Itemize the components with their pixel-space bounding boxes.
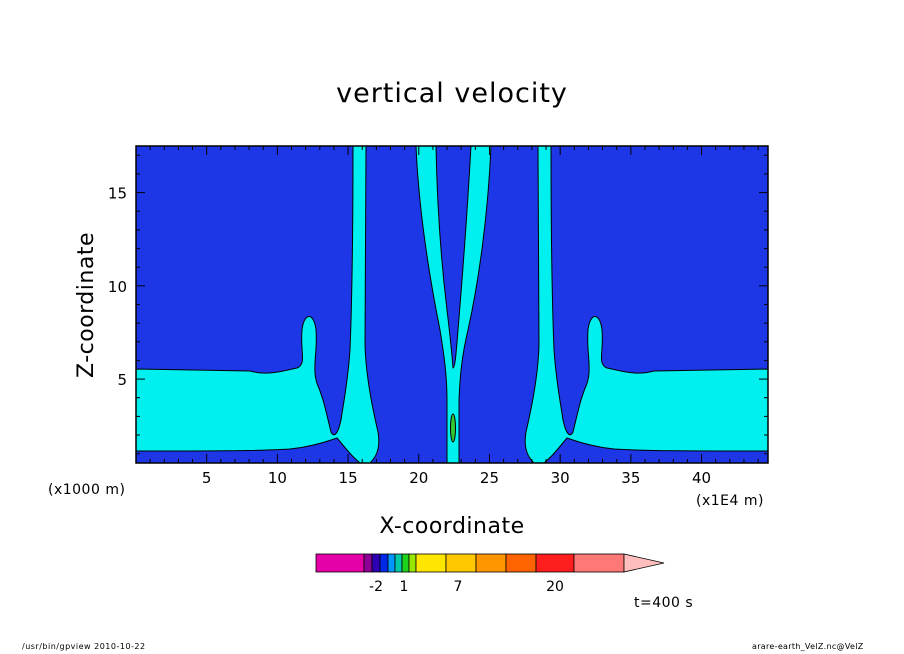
colorbar-cell [363, 553, 373, 573]
positive-region-right [524, 146, 768, 463]
colorbar-cell [379, 553, 389, 573]
y-tick-label: 15 [108, 185, 127, 203]
colorbar-cell [415, 553, 447, 573]
positive-region-left [136, 146, 380, 463]
colorbar-cell [315, 553, 365, 573]
x-tick-label: 15 [339, 469, 358, 487]
chart-title: vertical velocity [336, 78, 568, 109]
x-tick-label: 20 [409, 469, 428, 487]
positive-region-center [415, 146, 492, 463]
y-axis-unit-label: (x1000 m) [48, 482, 126, 498]
x-tick-label: 35 [621, 469, 640, 487]
footer-command-date: /usr/bin/gpview 2010-10-22 [22, 642, 146, 651]
y-axis-label: Z-coordinate [74, 232, 99, 378]
x-tick-label: 30 [551, 469, 570, 487]
positive-core [450, 413, 456, 443]
colorbar-cell [408, 553, 417, 573]
colorbar-tick-label: -2 [369, 579, 383, 595]
colorbar-cell [387, 553, 396, 573]
x-axis-unit-label: (x1E4 m) [696, 493, 764, 509]
colorbar-cell [371, 553, 381, 573]
x-axis-label: X-coordinate [379, 514, 525, 539]
colorbar-extend-arrow [623, 553, 665, 573]
colorbar-tick-label: 20 [546, 579, 564, 595]
colorbar-cell [505, 553, 537, 573]
time-label: t=400 s [634, 595, 694, 611]
colorbar-cell [401, 553, 410, 573]
x-tick-label: 40 [692, 469, 711, 487]
colorbar-cell [445, 553, 477, 573]
colorbar-cell [475, 553, 507, 573]
colorbar-tick-label: 1 [400, 579, 409, 595]
y-tick-label: 5 [117, 371, 127, 389]
x-tick-label: 5 [202, 469, 212, 487]
footer-file-variable: arare-earth_VelZ.nc@VelZ [752, 642, 864, 651]
x-tick-label: 10 [268, 469, 287, 487]
y-tick-label: 10 [108, 278, 127, 296]
x-tick-label: 25 [480, 469, 499, 487]
colorbar-tick-label: 7 [454, 579, 463, 595]
colorbar-cell [573, 553, 625, 573]
colorbar: -2 1 7 20 [315, 553, 665, 595]
colorbar-cell [394, 553, 403, 573]
colorbar-cell [535, 553, 575, 573]
